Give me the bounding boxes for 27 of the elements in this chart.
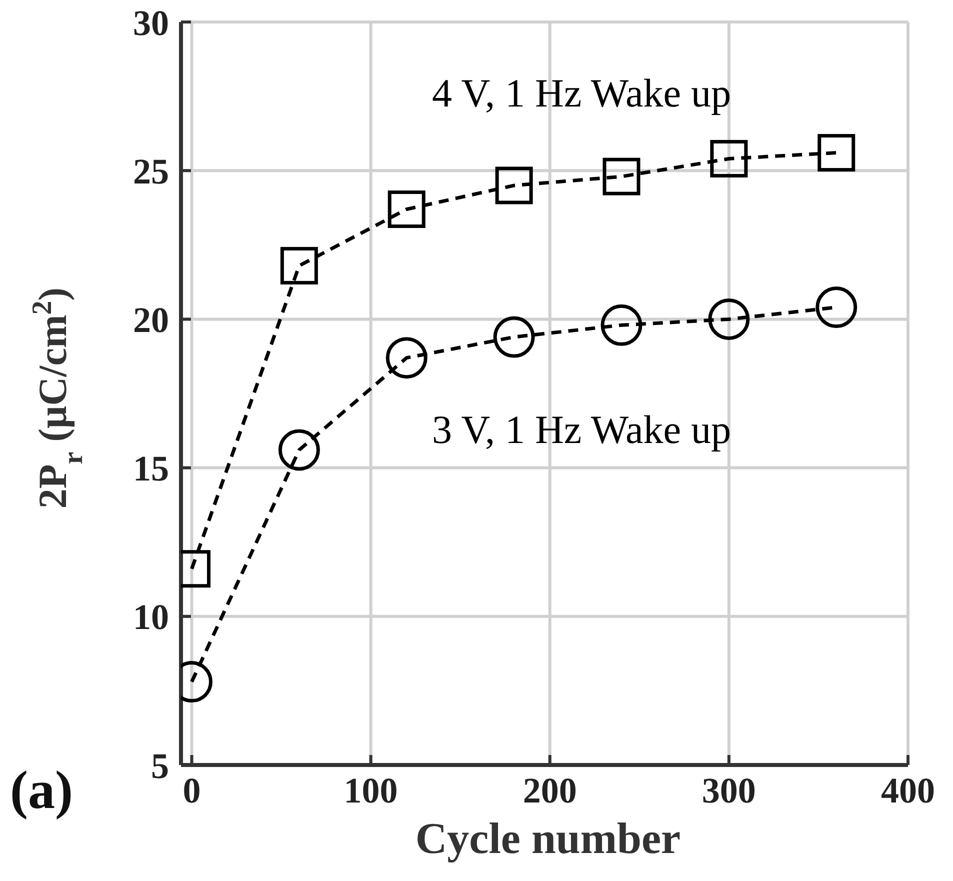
y-tick-label: 10 bbox=[133, 597, 169, 638]
point bbox=[708, 298, 750, 340]
y-tick-label: 30 bbox=[133, 2, 169, 43]
point bbox=[493, 316, 535, 358]
y-tick-label: 15 bbox=[133, 448, 169, 489]
x-tick-label: 0 bbox=[182, 770, 201, 811]
text: (a) bbox=[10, 760, 73, 820]
x-tick-label: 400 bbox=[881, 770, 935, 811]
y-tick-label: 5 bbox=[151, 746, 169, 786]
point bbox=[600, 304, 642, 346]
series-label: 4 V, 1 Hz Wake up bbox=[432, 70, 731, 116]
point bbox=[602, 158, 640, 196]
point bbox=[495, 166, 533, 204]
point bbox=[710, 140, 748, 178]
point bbox=[280, 246, 318, 284]
point bbox=[278, 429, 320, 471]
y-tick-label: 20 bbox=[133, 300, 169, 340]
point bbox=[818, 134, 856, 172]
x-tick-label: 300 bbox=[702, 770, 756, 811]
point bbox=[386, 337, 428, 379]
point bbox=[388, 190, 426, 228]
x-tick-label: 100 bbox=[344, 770, 398, 811]
point bbox=[816, 286, 858, 328]
x-axis-title: Cycle number bbox=[415, 814, 681, 863]
x-tick-label: 200 bbox=[522, 770, 577, 811]
series-label: 3 V, 1 Hz Wake up bbox=[432, 407, 731, 452]
y-tick-label: 25 bbox=[133, 151, 169, 192]
